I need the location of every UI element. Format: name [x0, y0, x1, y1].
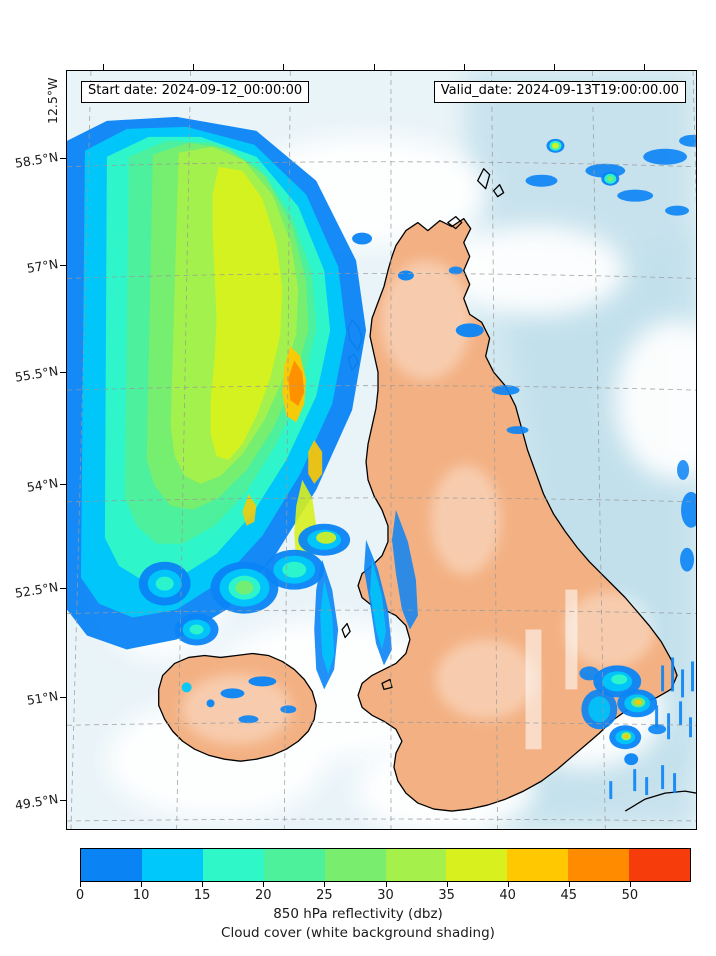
- colorbar-tick: [202, 882, 204, 887]
- colorbar-tick: [324, 882, 326, 887]
- colorbar-tick-label: 25: [316, 888, 333, 903]
- map-plot-area[interactable]: Start date: 2024-09-12_00:00:00 Valid_da…: [66, 70, 697, 830]
- latitude-tick: [60, 800, 66, 801]
- latitude-tick: [60, 588, 66, 589]
- colorbar-segment: [263, 849, 325, 881]
- latitude-tick-label: 52.5°N: [13, 579, 60, 601]
- colorbar-tick: [80, 882, 81, 887]
- latitude-tick-label: 54°N: [25, 475, 60, 495]
- colorbar-segment: [141, 849, 203, 881]
- latitude-tick-label: 58.5°N: [13, 149, 60, 171]
- colorbar-tick: [263, 882, 265, 887]
- colorbar-tick: [141, 882, 143, 887]
- colorbar-segment: [446, 849, 508, 881]
- figure-caption: 850 hPa reflectivity (dbz) Cloud cover (…: [0, 905, 716, 943]
- colorbar-segment: [324, 849, 386, 881]
- colorbar-tick-label: 35: [438, 888, 455, 903]
- valid-date-annotation: Valid_date: 2024-09-13T19:00:00.00: [433, 81, 686, 103]
- longitude-tick: [643, 64, 645, 70]
- start-date-annotation: Start date: 2024-09-12_00:00:00: [81, 81, 310, 103]
- latitude-tick-label: 49.5°N: [13, 791, 60, 813]
- latitude-tick: [60, 265, 66, 266]
- longitude-tick: [193, 64, 195, 70]
- colorbar-tick-label: 50: [621, 888, 639, 903]
- latitude-tick-label: 51°N: [25, 688, 60, 708]
- colorbar-tick-label: 20: [255, 888, 272, 903]
- longitude-tick: [553, 64, 555, 70]
- colorbar-tick-label: 40: [499, 888, 516, 903]
- latitude-tick-label: 55.5°N: [13, 363, 60, 385]
- colorbar-tick: [629, 882, 631, 887]
- colorbar-tick-label: 10: [132, 888, 150, 903]
- colorbar-tick-label: 45: [560, 888, 578, 903]
- colorbar-segment: [81, 849, 142, 881]
- caption-line-shading: Cloud cover (white background shading): [221, 925, 495, 942]
- reflectivity-map: [67, 71, 696, 829]
- latitude-tick: [60, 158, 66, 159]
- colorbar-segment: [507, 849, 569, 881]
- caption-line-variable: 850 hPa reflectivity (dbz): [273, 906, 443, 922]
- longitude-tick: [373, 64, 375, 70]
- latitude-tick-label: 57°N: [25, 256, 60, 276]
- colorbar-segment: [385, 849, 447, 881]
- reflectivity-colorbar[interactable]: [80, 848, 691, 882]
- colorbar-segment: [629, 849, 691, 881]
- colorbar-tick: [568, 882, 570, 887]
- colorbar-container: [80, 848, 691, 882]
- colorbar-tick: [507, 882, 509, 887]
- colorbar-tick: [446, 882, 448, 887]
- latitude-tick: [60, 372, 66, 373]
- colorbar-tick-label: 15: [193, 888, 211, 903]
- colorbar-segment: [202, 849, 264, 881]
- longitude-tick: [103, 64, 105, 70]
- latitude-tick: [60, 697, 66, 698]
- latitude-tick: [60, 484, 66, 485]
- colorbar-tick-label: 30: [377, 888, 394, 903]
- colorbar-tick-label: 0: [75, 888, 85, 903]
- longitude-tick: [463, 64, 465, 70]
- longitude-tick: [283, 64, 285, 70]
- colorbar-segment: [568, 849, 630, 881]
- colorbar-tick: [385, 882, 387, 887]
